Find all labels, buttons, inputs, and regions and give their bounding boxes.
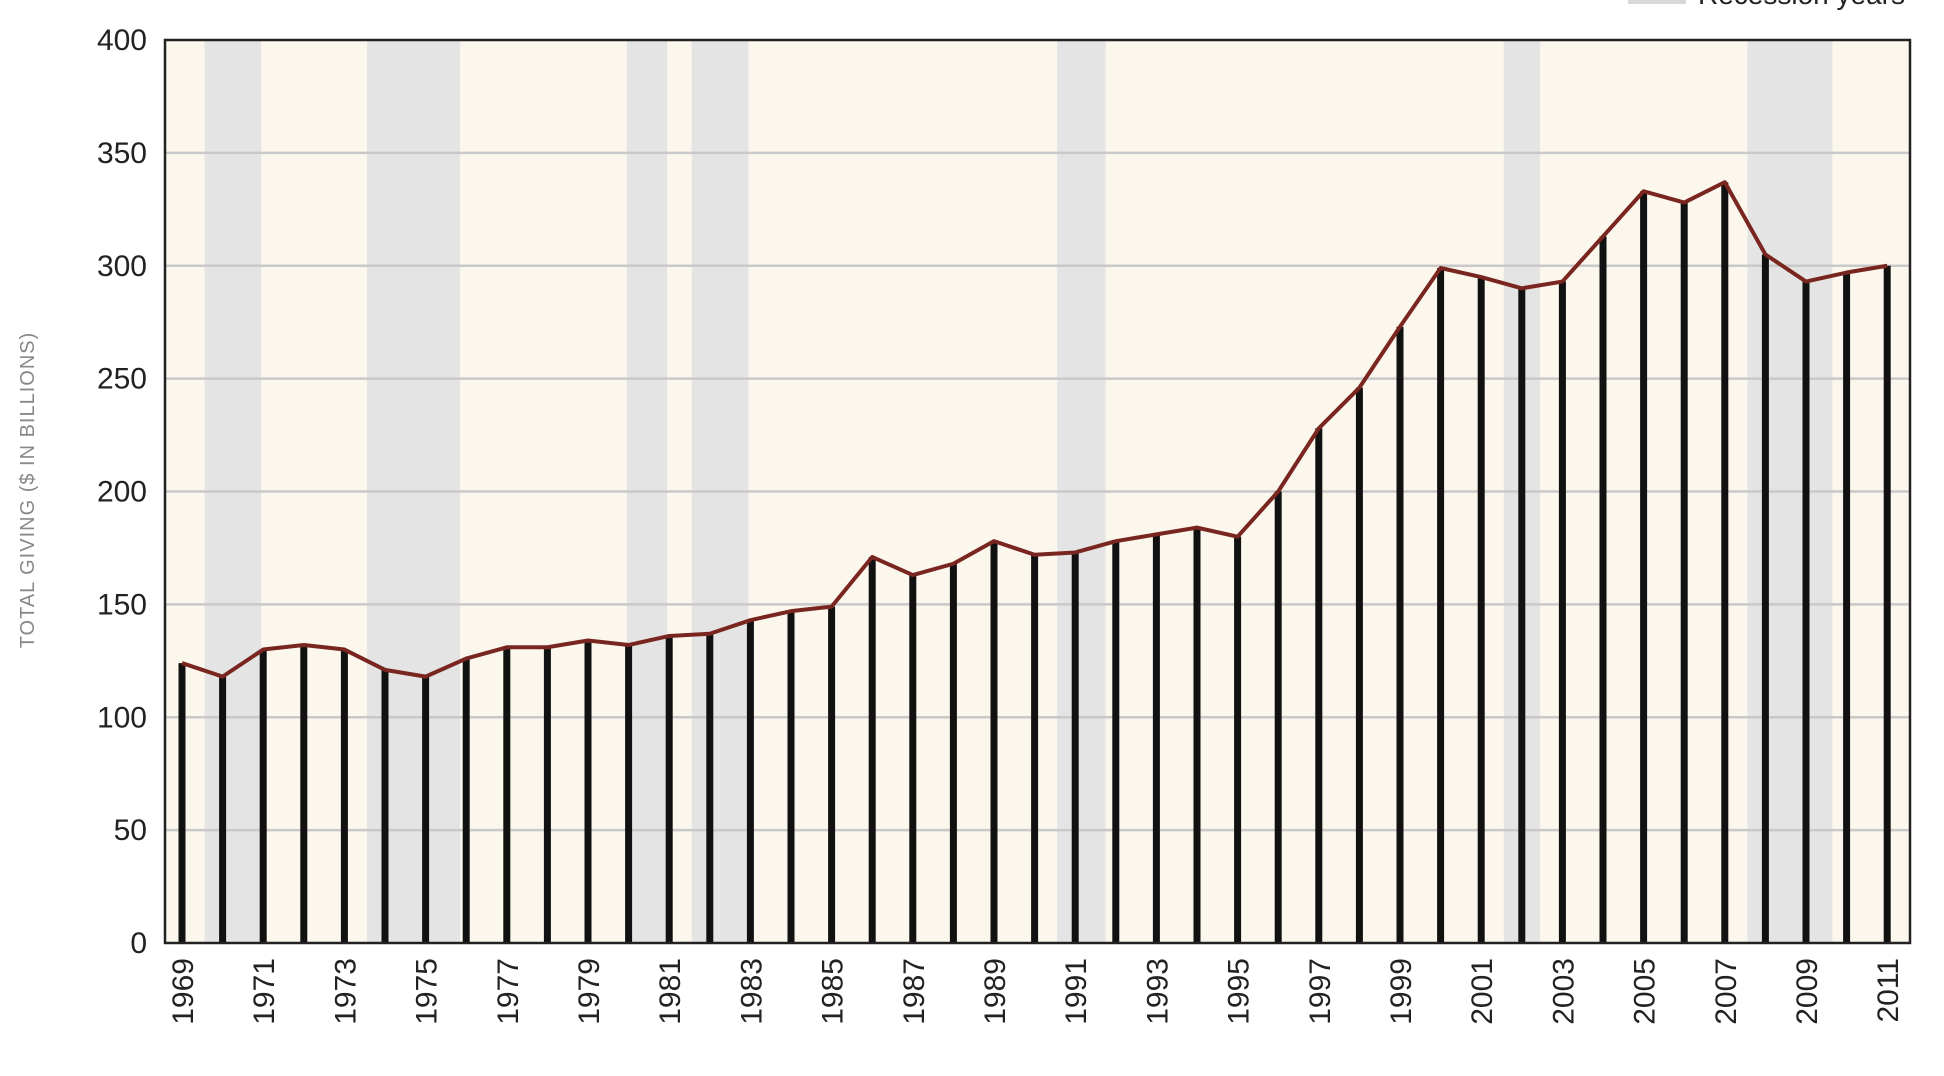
y-tick-label: 200 <box>97 476 147 509</box>
y-tick-label: 100 <box>97 701 147 734</box>
x-tick-label: 1969 <box>167 958 200 1025</box>
x-tick-label: 1989 <box>979 958 1012 1025</box>
x-tick-label: 1983 <box>735 958 768 1025</box>
x-tick-label: 1997 <box>1304 958 1337 1025</box>
x-tick-label: 1985 <box>817 958 850 1025</box>
x-tick-label: 2007 <box>1710 958 1743 1025</box>
x-tick-label: 1975 <box>411 958 444 1025</box>
y-tick-label: 350 <box>97 137 147 170</box>
legend-swatch <box>1628 0 1686 4</box>
y-tick-label: 50 <box>114 814 147 847</box>
legend-label: Recession years <box>1698 0 1905 10</box>
x-tick-label: 1991 <box>1060 958 1093 1025</box>
x-tick-label: 2005 <box>1629 958 1662 1025</box>
plot-frame <box>163 38 1912 945</box>
x-tick-label: 1999 <box>1385 958 1418 1025</box>
x-tick-label: 1993 <box>1141 958 1174 1025</box>
x-tick-label: 2009 <box>1791 958 1824 1025</box>
y-axis-label: TOTAL GIVING ($ IN BILLIONS) <box>17 332 39 649</box>
x-tick-label: 2001 <box>1466 958 1499 1025</box>
series-line <box>181 180 1888 679</box>
y-tick-label: 0 <box>130 927 147 960</box>
x-tick-label: 1995 <box>1223 958 1256 1025</box>
x-tick-label: 2003 <box>1547 958 1580 1025</box>
x-tick-label: 1979 <box>573 958 606 1025</box>
x-tick-label: 1977 <box>492 958 525 1025</box>
x-tick-label: 1981 <box>654 958 687 1025</box>
y-tick-label: 150 <box>97 588 147 621</box>
y-tick-label: 300 <box>97 250 147 283</box>
y-tick-label: 400 <box>97 24 147 57</box>
x-tick-label: 2011 <box>1872 958 1905 1023</box>
x-tick-label: 1987 <box>898 958 931 1025</box>
y-tick-label: 250 <box>97 363 147 396</box>
x-tick-label: 1971 <box>248 958 281 1025</box>
x-tick-label: 1973 <box>329 958 362 1025</box>
